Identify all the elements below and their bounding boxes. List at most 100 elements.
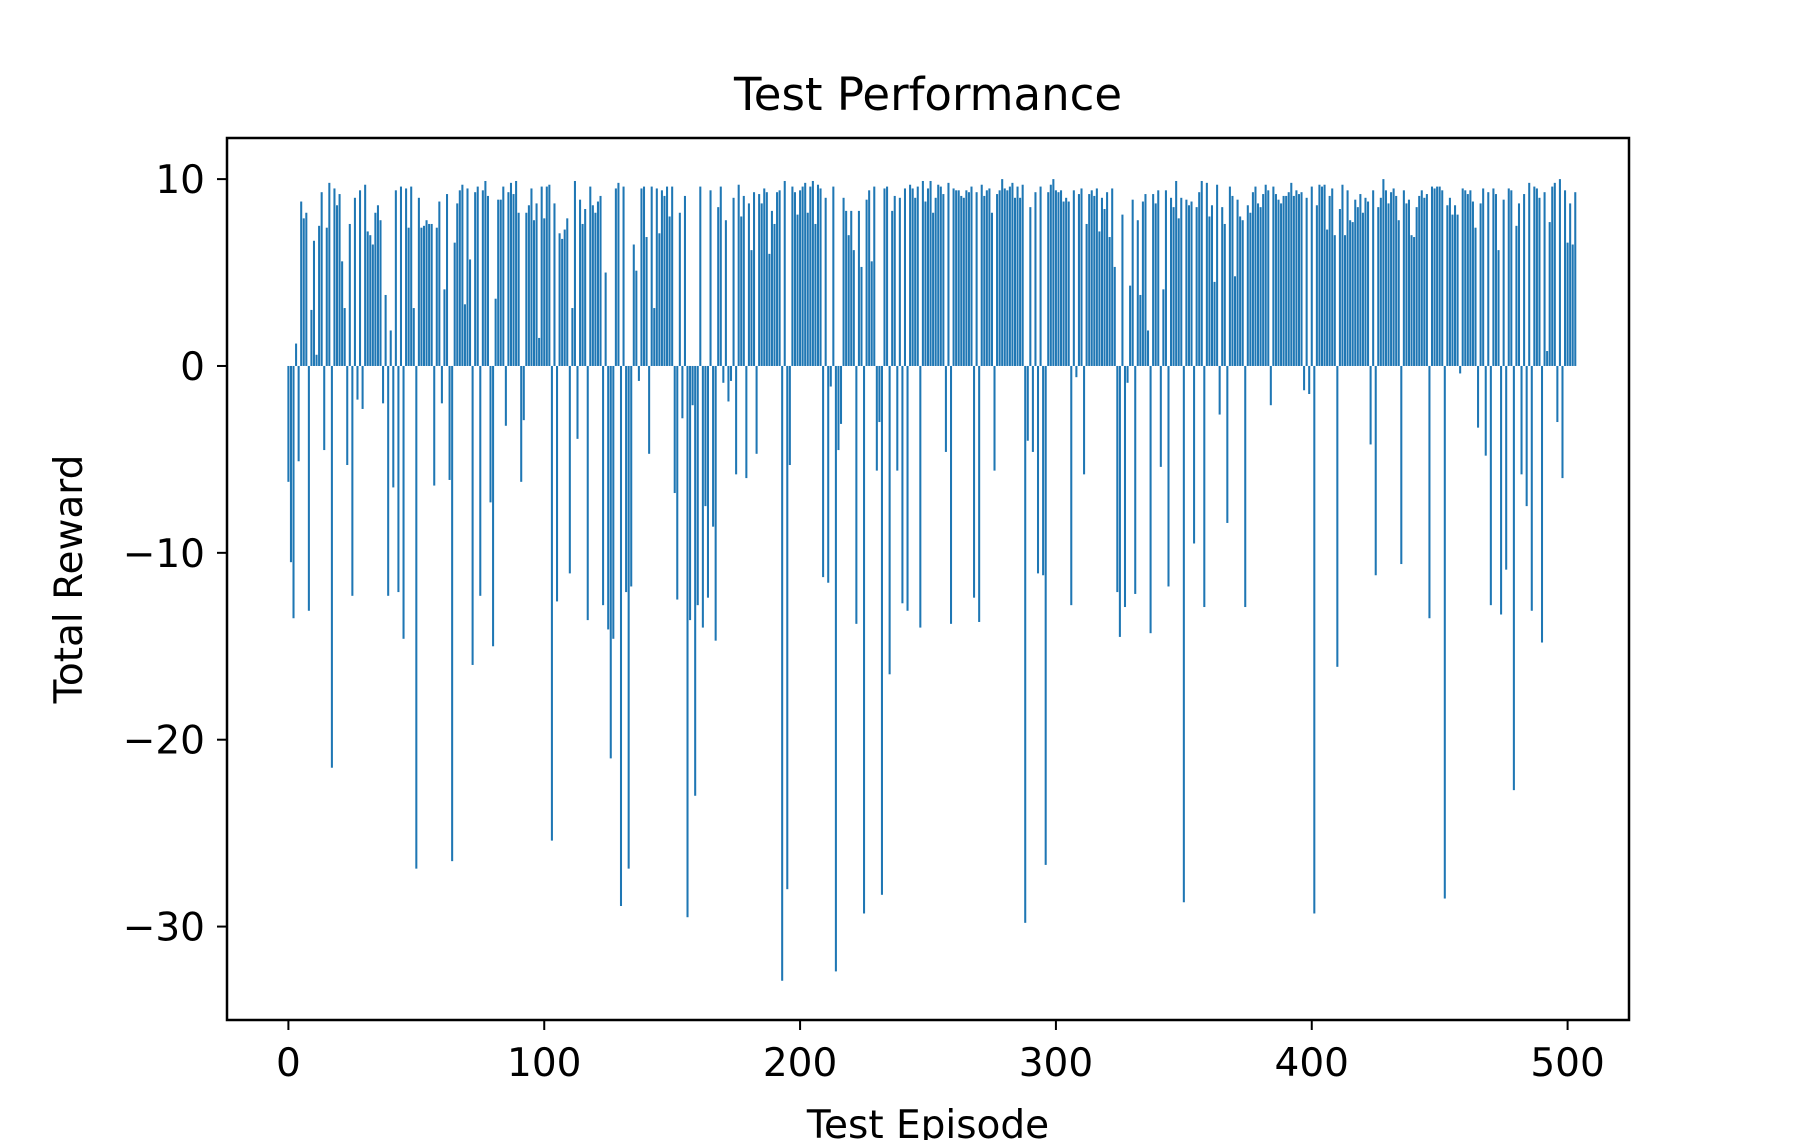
bar (1510, 190, 1513, 366)
bar (1249, 212, 1252, 366)
bar (489, 365, 492, 503)
bar (1180, 197, 1183, 366)
bar (1019, 197, 1022, 366)
bar (832, 186, 835, 366)
bar (1310, 186, 1313, 366)
bar (1392, 188, 1395, 366)
bar (1461, 188, 1464, 366)
bar (1448, 197, 1451, 366)
bar (855, 365, 858, 624)
bar (901, 365, 904, 604)
bar (898, 197, 901, 366)
bar (1129, 285, 1132, 366)
bar (1328, 195, 1331, 366)
bar (323, 365, 326, 451)
bar (1484, 365, 1487, 456)
bar (602, 365, 605, 606)
bar (1049, 184, 1052, 366)
bar (689, 365, 692, 621)
chart-title: Test Performance (733, 68, 1122, 121)
bar (1535, 188, 1538, 366)
bar (1379, 197, 1382, 366)
bar (717, 207, 720, 366)
bar (1292, 195, 1295, 366)
bar (394, 190, 397, 366)
bar (1267, 190, 1270, 366)
bar (1546, 351, 1549, 366)
bar (287, 365, 290, 482)
bar (1029, 207, 1032, 366)
bar (412, 308, 415, 366)
bar (297, 365, 300, 462)
bar (1423, 197, 1426, 366)
bar (673, 365, 676, 494)
bar (612, 365, 615, 639)
bar (1558, 179, 1561, 366)
bar (950, 365, 953, 624)
bar (1430, 186, 1434, 366)
bar (806, 212, 809, 366)
bar (842, 197, 845, 366)
bar (1072, 190, 1075, 366)
bar (645, 237, 648, 366)
bar (433, 365, 436, 486)
bar (786, 365, 789, 890)
bar (550, 365, 553, 841)
bar (1021, 184, 1024, 366)
bar (776, 192, 779, 366)
y-axis-ticks: 10 0 −10 −20 −30 (123, 158, 227, 951)
bar (1039, 186, 1042, 366)
bar (479, 365, 482, 596)
bar (1384, 190, 1387, 366)
y-tick-label: 10 (155, 158, 205, 203)
bar (816, 184, 820, 366)
bar (558, 233, 561, 366)
bar (1441, 190, 1444, 366)
bar (906, 365, 909, 611)
bar (729, 365, 733, 381)
bar (1297, 194, 1300, 366)
bar (719, 186, 722, 366)
bar (1556, 365, 1559, 423)
bar (1280, 203, 1283, 366)
bar (333, 188, 336, 366)
bar (814, 223, 817, 366)
bar (975, 192, 978, 366)
bar (576, 365, 579, 439)
bar (1123, 365, 1127, 608)
bar (763, 188, 766, 366)
bar (788, 365, 791, 466)
bar (359, 190, 362, 366)
bar (1277, 199, 1280, 366)
bar (1172, 207, 1175, 366)
bar (318, 225, 321, 366)
bar (1157, 190, 1160, 366)
bar (1075, 365, 1078, 378)
bar (1420, 190, 1423, 366)
bar (1198, 192, 1201, 366)
bar (502, 186, 505, 366)
bar (1098, 231, 1101, 366)
bar (781, 365, 784, 981)
bar (648, 365, 651, 454)
bar (660, 190, 663, 366)
bar (686, 365, 689, 918)
bar (1333, 235, 1336, 366)
bar (712, 365, 715, 527)
bar (1566, 242, 1569, 366)
bar (402, 365, 405, 639)
bar (1170, 197, 1173, 366)
bar (1487, 192, 1490, 366)
bar (481, 190, 484, 366)
bar (768, 253, 771, 366)
bar (1062, 201, 1065, 366)
bar (420, 227, 423, 366)
bar (307, 365, 310, 611)
bar (581, 223, 584, 366)
y-tick-label: −20 (123, 719, 205, 764)
bar (973, 365, 976, 598)
bar (896, 365, 899, 471)
bar (1410, 235, 1413, 366)
bar (476, 186, 479, 366)
bar (696, 365, 699, 606)
